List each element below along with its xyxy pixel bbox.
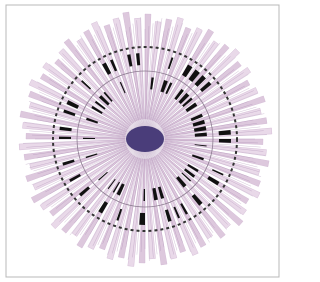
page: (() => { JSON.parse(document.getElementB… — [0, 0, 285, 282]
center-ellipse — [126, 126, 164, 152]
ring-block — [219, 139, 231, 143]
ring-block — [59, 137, 71, 139]
ring-block — [139, 213, 145, 225]
radial-figure — [0, 0, 285, 282]
